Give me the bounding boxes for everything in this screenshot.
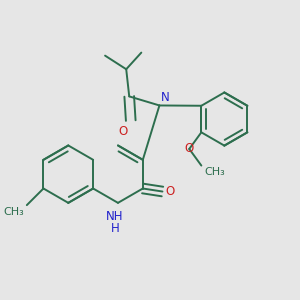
Text: N: N (161, 91, 170, 104)
Text: CH₃: CH₃ (204, 167, 225, 177)
Text: H: H (111, 223, 119, 236)
Text: O: O (166, 185, 175, 198)
Text: NH: NH (106, 210, 124, 224)
Text: O: O (184, 142, 194, 155)
Text: CH₃: CH₃ (4, 207, 24, 217)
Text: O: O (118, 125, 128, 138)
